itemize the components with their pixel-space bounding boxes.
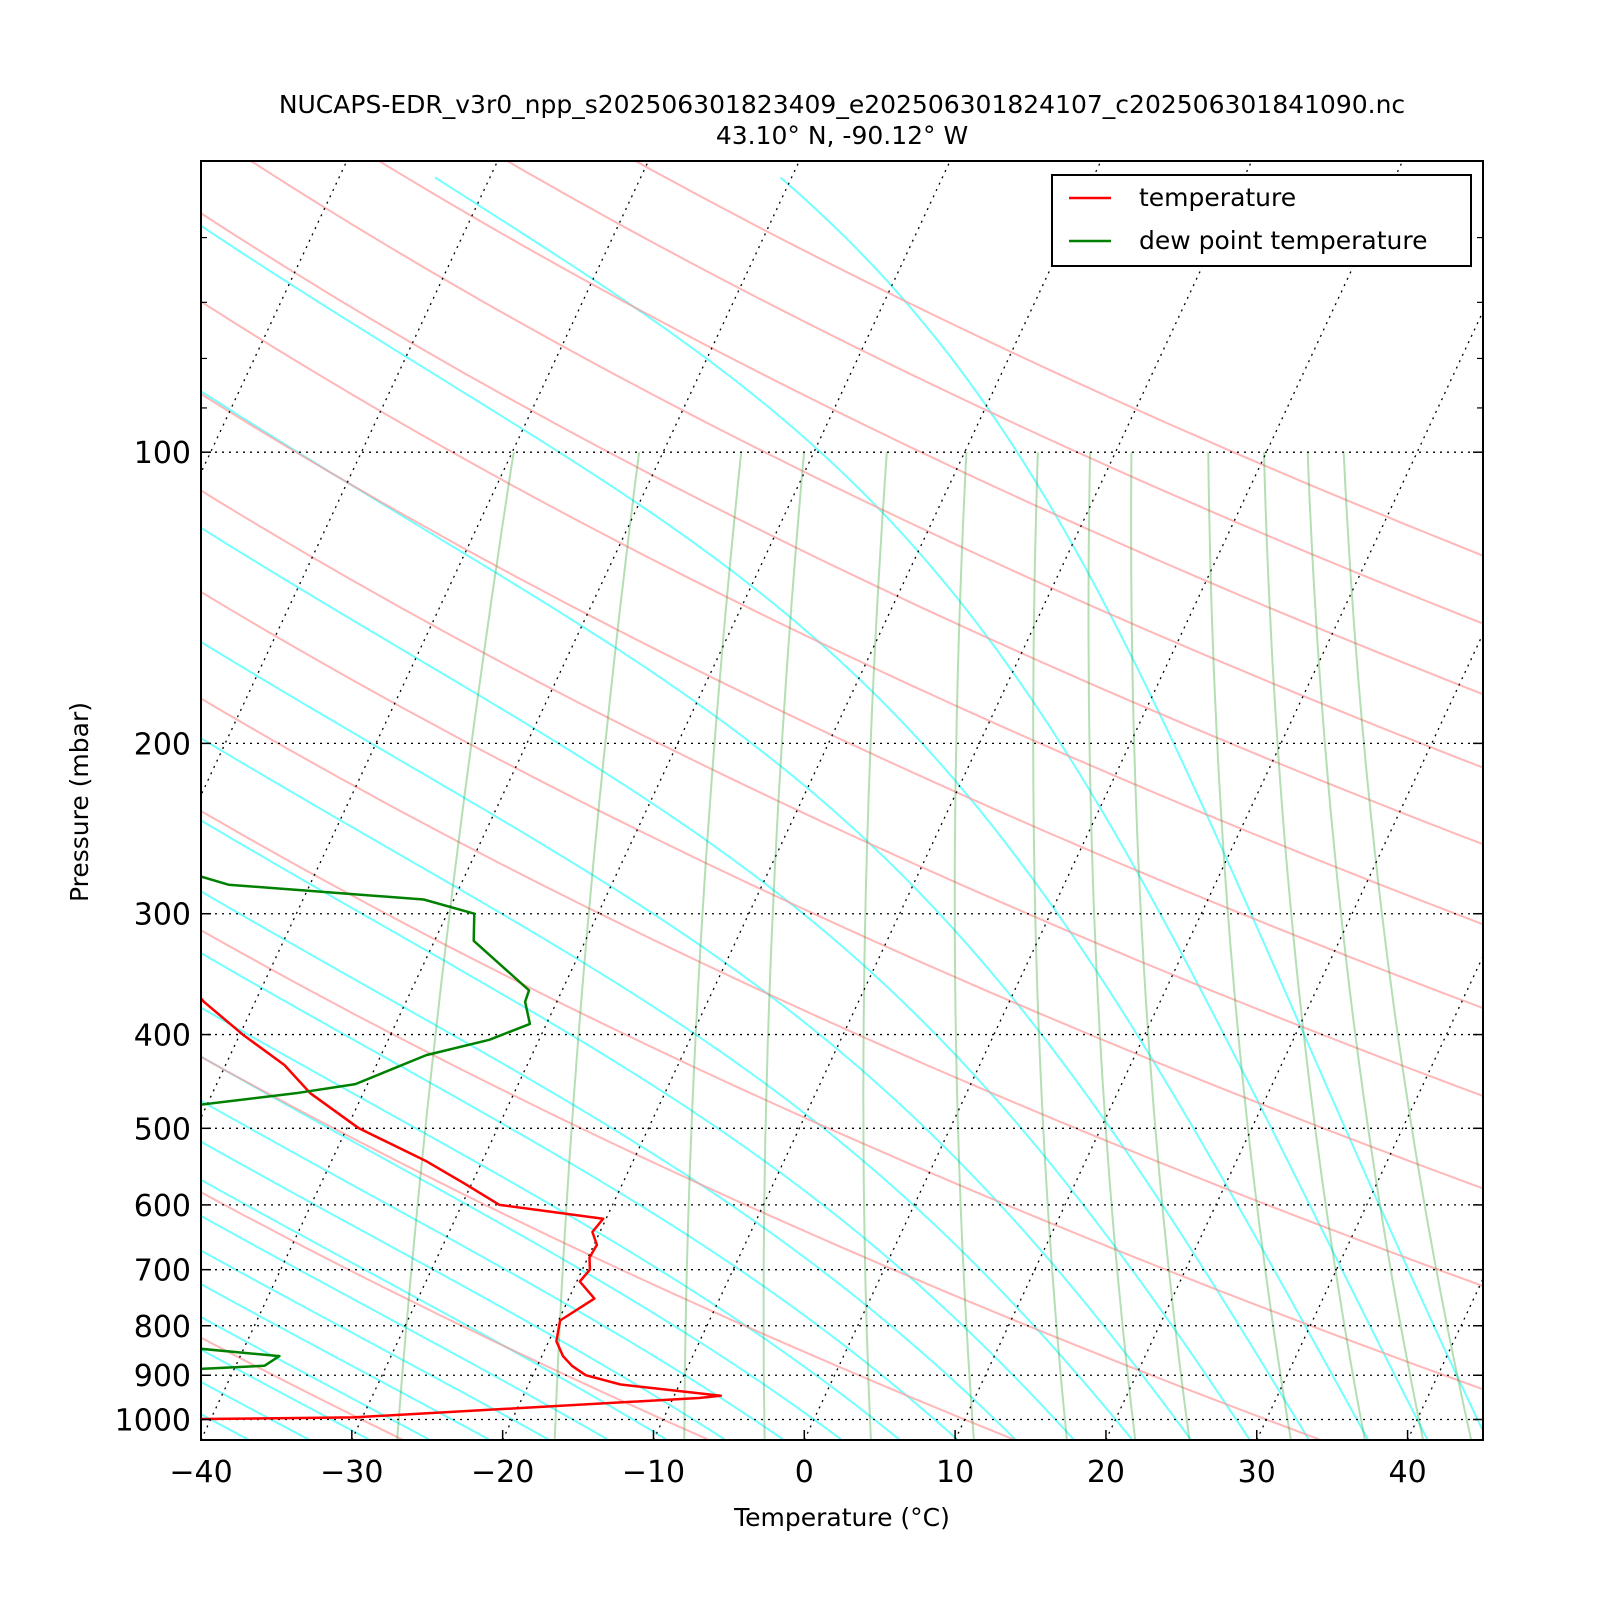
mixing-ratio-line [762,452,806,1440]
dry-adiabat [201,590,1483,1190]
mixing-ratio-line [862,452,888,1440]
chart-subtitle: 43.10° N, -90.12° W [716,121,968,150]
mixing-ratio-line [1342,452,1473,1440]
dry-adiabat [201,211,1483,846]
isotherm [1558,161,1600,1440]
isotherm [201,161,348,475]
moist-adiabat [201,1214,609,1440]
temperature-line [201,996,723,1421]
legend-box [1051,174,1472,267]
mixing-ratio-line [1087,452,1137,1440]
x-tick-label: 10 [936,1455,974,1490]
isotherm [351,161,951,1440]
x-tick-label: −30 [320,1455,383,1490]
y-tick-label: 800 [134,1310,191,1345]
isotherm [0,161,196,1440]
y-tick-label: 300 [134,898,191,933]
moist-adiabat [201,1006,901,1440]
chart-title: NUCAPS-EDR_v3r0_npp_s202506301823409_e20… [279,90,1405,119]
isotherm [201,161,499,797]
plot-frame [200,160,1484,1441]
isotherm [954,309,1483,1440]
y-tick-label: 100 [134,436,191,471]
x-tick-label: −40 [169,1455,232,1490]
moist-adiabat [201,737,1134,1440]
moist-adiabat [201,1178,668,1440]
data-lines [201,875,723,1421]
y-tick-label: 200 [134,727,191,762]
isotherm [1105,632,1483,1440]
x-tick-label: 40 [1388,1455,1426,1490]
moist-adiabat [201,1249,550,1440]
moist-adiabat [201,951,959,1440]
moist-adiabat [201,390,1310,1440]
y-tick-label: 900 [134,1359,191,1394]
background-lines [0,161,1600,1440]
moist-adiabat [779,176,1483,1434]
dry-adiabat [378,161,1483,696]
isotherm [803,161,1404,1440]
isotherm [652,161,1253,1440]
mixing-ratio-line [1306,452,1425,1440]
isotherm [502,161,1102,1440]
y-tick-label: 400 [134,1019,191,1054]
moist-adiabat [201,890,1017,1440]
moist-adiabat [201,1348,371,1440]
x-tick-label: 0 [795,1455,814,1490]
moist-adiabat [201,1315,431,1440]
isotherm [1256,954,1483,1440]
dry-adiabat [201,929,1322,1440]
dry-adiabat [201,809,1483,1391]
moist-adiabat [201,526,1251,1440]
isotherm [1407,1277,1483,1440]
dry-adiabat [250,161,1483,769]
moist-adiabat [201,1140,727,1440]
moist-adiabat [201,224,1370,1440]
mixing-ratio-line [1263,452,1366,1440]
y-axis-label: Pressure (mbar) [65,702,94,902]
moist-adiabat [201,1055,843,1440]
legend: temperature dew point temperature [1051,174,1472,267]
moist-adiabat [201,1099,785,1440]
legend-label-dew-point: dew point temperature [1139,226,1428,255]
x-tick-label: −10 [622,1455,685,1490]
mixing-ratio-line [396,452,515,1440]
dew-point-line [201,875,532,1371]
mixing-ratio-line [1032,452,1068,1440]
mixing-ratio-line [683,452,743,1440]
moist-adiabat [201,819,1075,1440]
isotherm [201,161,800,1440]
dry-adiabat [506,161,1483,625]
mixing-ratio-line [1207,452,1292,1440]
moist-adiabat [201,1413,250,1440]
dry-adiabat [635,161,1483,557]
x-tick-label: 30 [1238,1455,1276,1490]
dry-adiabat [201,300,1483,926]
x-tick-label: −20 [471,1455,534,1490]
mixing-ratio-line [553,452,641,1440]
legend-label-temperature: temperature [1139,183,1296,212]
moist-adiabat [201,640,1192,1440]
dry-adiabat [201,697,1483,1288]
isotherm [0,161,45,1440]
y-tick-label: 600 [134,1189,191,1224]
mixing-ratio-line [953,452,975,1440]
dry-adiabat [201,392,1483,1010]
isotherm [201,161,649,1120]
dry-adiabat [201,1055,1016,1440]
moist-adiabat [201,1282,491,1440]
x-tick-label: 20 [1087,1455,1125,1490]
dry-adiabat [201,489,1483,1098]
x-axis-label: Temperature (°C) [733,1503,950,1532]
axis-ticks: −40 −30 −20 −10 0 10 20 30 40 100 200 300 400 500 600 7… [115,160,1483,1490]
y-tick-label: 700 [134,1254,191,1289]
mixing-ratio-line [1130,452,1191,1440]
dry-adiabat [201,1191,710,1440]
y-tick-label: 1000 [115,1404,191,1439]
moist-adiabat [434,176,1429,1440]
y-tick-label: 500 [134,1112,191,1147]
